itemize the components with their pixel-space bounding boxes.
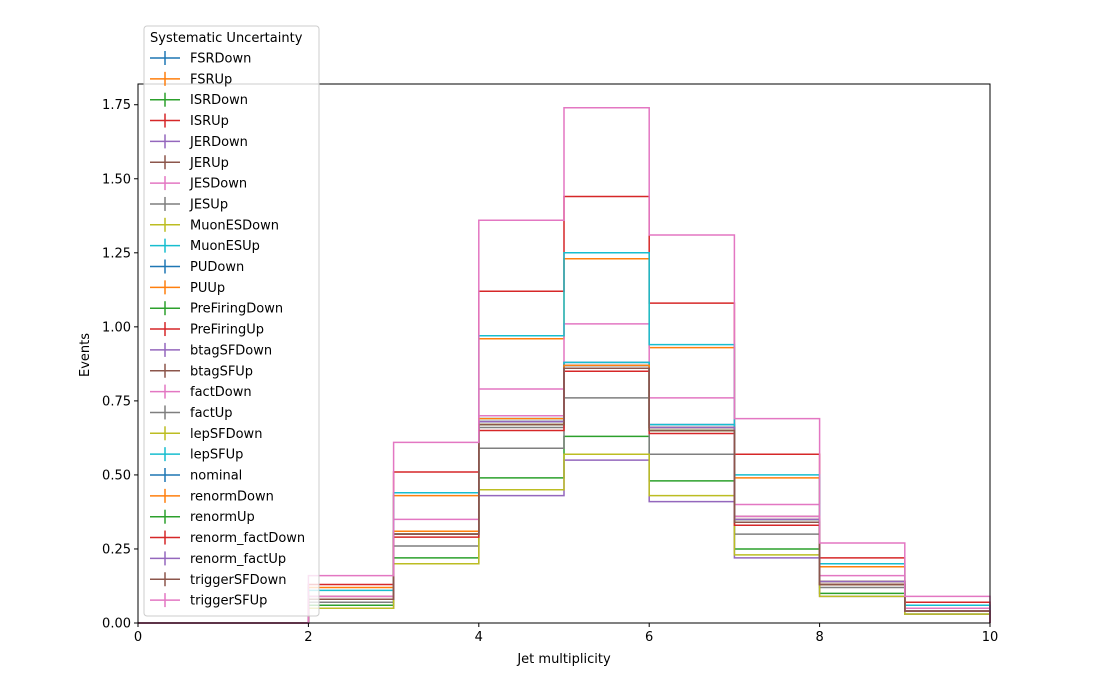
legend-label: PUDown (190, 260, 244, 275)
legend-label: renormDown (190, 489, 274, 504)
x-tick-label: 6 (645, 630, 653, 645)
series-step-7 (138, 397, 991, 624)
y-tick-label: 1.25 (102, 246, 131, 261)
legend-item: MuonESDown (150, 217, 279, 233)
legend-label: nominal (190, 469, 242, 484)
x-axis: 0 2 4 6 8 10 (134, 623, 998, 645)
y-axis: 0.00 0.25 0.50 0.75 1.00 1.25 1.50 1.75 (102, 98, 138, 632)
legend-label: JESDown (189, 177, 247, 192)
legend-label: ISRUp (190, 114, 229, 129)
legend-item: FSRDown (150, 51, 251, 67)
y-tick-label: 1.75 (102, 98, 131, 113)
legend-label: FSRUp (190, 72, 232, 87)
legend-label: PreFiringDown (190, 302, 283, 317)
legend-title: Systematic Uncertainty (150, 31, 303, 46)
legend-label: renorm_factDown (190, 531, 305, 546)
legend-item: factUp (150, 405, 233, 421)
legend-item: PUDown (150, 259, 244, 275)
series-step-9 (138, 252, 991, 624)
legend-label: FSRDown (190, 52, 251, 67)
series-step-26 (138, 106, 991, 624)
series-step-2 (138, 435, 991, 624)
y-tick-label: 1.50 (102, 172, 131, 187)
legend-item: renormDown (150, 488, 274, 504)
legend-item: JESUp (150, 196, 228, 212)
legend-label: JERDown (189, 135, 248, 150)
y-tick-label: 0.25 (102, 542, 131, 557)
series-step-8 (138, 453, 991, 624)
legend-item: btagSFDown (150, 342, 272, 358)
legend-item: MuonESUp (150, 238, 260, 254)
legend-label: triggerSFDown (190, 573, 286, 588)
legend-item: JERDown (150, 134, 248, 150)
x-tick-label: 4 (475, 630, 483, 645)
legend-label: factDown (190, 385, 252, 400)
legend-item: PreFiringUp (150, 322, 264, 338)
legend-label: PUUp (190, 281, 225, 296)
legend-item: lepSFUp (150, 447, 243, 463)
legend-label: PreFiringUp (190, 323, 264, 338)
x-tick-label: 8 (815, 630, 823, 645)
legend-item: PUUp (150, 280, 225, 296)
series-step-3 (138, 195, 991, 624)
y-tick-label: 1.00 (102, 320, 131, 335)
y-tick-label: 0.50 (102, 468, 131, 483)
x-axis-label: Jet multiplicity (516, 652, 611, 667)
x-tick-label: 10 (982, 630, 999, 645)
legend-item: factDown (150, 384, 252, 400)
legend-item: renorm_factDown (150, 530, 305, 546)
legend-label: triggerSFUp (190, 594, 267, 609)
legend-label: renormUp (190, 510, 255, 525)
y-axis-label: Events (78, 333, 93, 377)
x-tick-label: 2 (304, 630, 312, 645)
legend-item: ISRDown (150, 92, 248, 108)
legend-box (143, 25, 320, 617)
legend-item: triggerSFDown (150, 572, 286, 588)
legend-label: renorm_factUp (190, 552, 286, 567)
legend-label: JESUp (189, 197, 228, 212)
legend-label: MuonESUp (190, 239, 260, 254)
legend-item: lepSFDown (150, 426, 262, 442)
legend-item: renorm_factUp (150, 551, 286, 567)
y-tick-label: 0.75 (102, 394, 131, 409)
legend-label: factUp (190, 406, 233, 421)
legend-item: FSRUp (150, 71, 232, 87)
legend-item: triggerSFUp (150, 593, 267, 609)
legend-item: JERUp (150, 155, 229, 171)
legend-item: PreFiringDown (150, 301, 283, 317)
plot-frame (137, 83, 991, 624)
histogram-steps (138, 106, 991, 624)
legend-items: FSRDown FSRUp ISRDown ISRUp JERDown JERUp JESD… (150, 51, 305, 609)
legend-label: JERUp (189, 156, 229, 171)
legend-item: JESDown (150, 176, 247, 192)
legend-item: ISRUp (150, 113, 229, 129)
legend-label: lepSFDown (190, 427, 262, 442)
legend: Systematic Uncertainty FSRDown FSRUp ISRDo… (143, 25, 320, 617)
y-tick-label: 0.00 (102, 617, 131, 632)
x-tick-label: 0 (134, 630, 142, 645)
legend-label: MuonESDown (190, 218, 279, 233)
series-step-25 (138, 367, 991, 624)
legend-item: renormUp (150, 509, 255, 525)
legend-item: btagSFUp (150, 363, 253, 379)
legend-label: lepSFUp (190, 448, 243, 463)
legend-label: btagSFUp (190, 364, 253, 379)
legend-label: btagSFDown (190, 343, 272, 358)
legend-item: nominal (150, 468, 242, 484)
series-step-1 (138, 257, 991, 624)
series-step-6 (138, 323, 991, 624)
legend-label: ISRDown (190, 93, 248, 108)
